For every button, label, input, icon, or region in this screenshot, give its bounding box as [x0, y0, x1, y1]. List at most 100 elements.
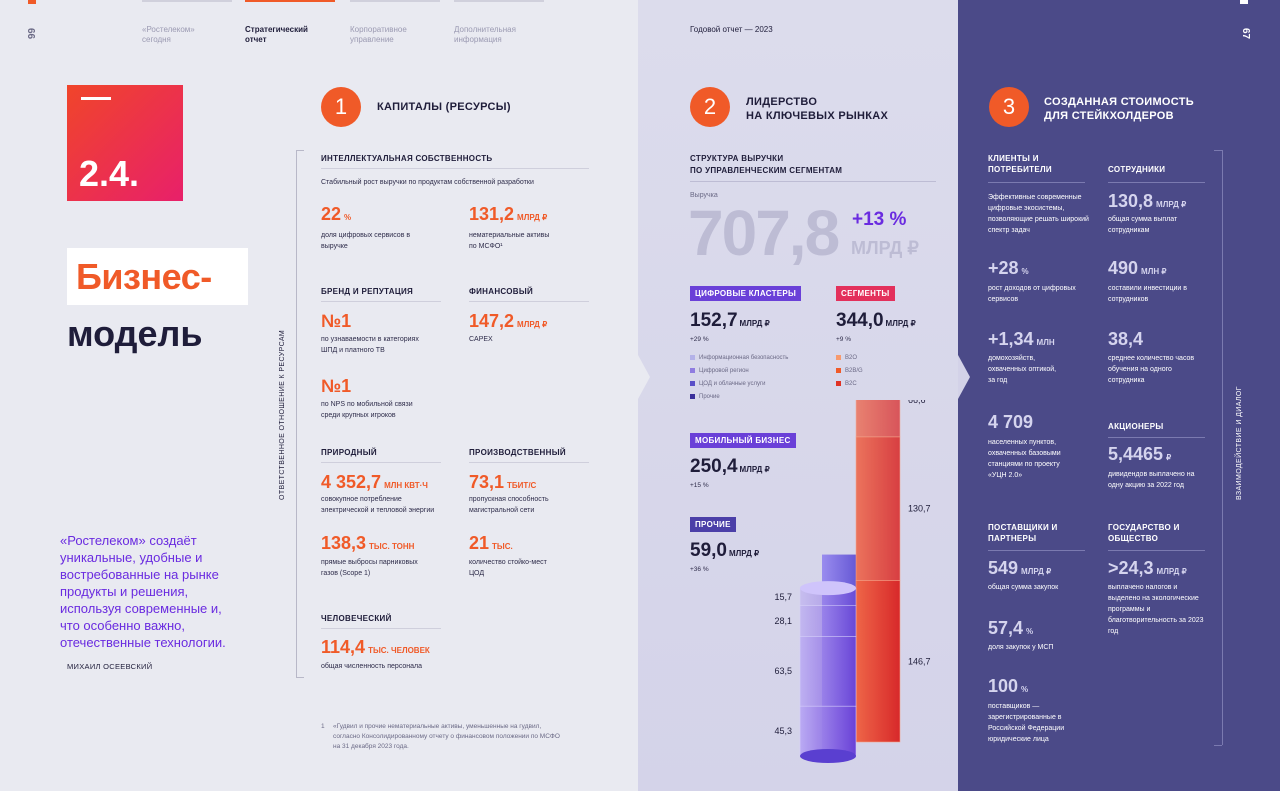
bracket-line	[1222, 150, 1223, 745]
metric-value: 22	[321, 204, 342, 224]
brand-title: БРЕНД И РЕПУТАЦИЯ	[321, 287, 414, 296]
side-label: ВЗАИМОДЕЙСТВИЕ И ДИАЛОГ	[1236, 386, 1243, 500]
metric-settlements: 4 709	[988, 412, 1034, 432]
page-number-right: 67	[1240, 27, 1252, 40]
digital-bar-label: 63,5	[774, 666, 792, 676]
segment-bar-label: 66,6	[908, 400, 926, 405]
metric-unit: ТБИТ/С	[507, 481, 537, 490]
metric-capex: 147,2 МЛРД ₽	[469, 311, 547, 332]
metric-value: 147,2	[469, 311, 515, 331]
divider	[988, 550, 1085, 551]
metric-intangible: 131,2 МЛРД ₽	[469, 204, 547, 225]
segments-value: 344,0	[836, 310, 884, 331]
other-unit: МЛРД ₽	[728, 549, 760, 558]
report-title: Годовой отчет — 2023	[690, 25, 773, 34]
metric-unit: МЛРД ₽	[517, 320, 548, 329]
revenue-growth: +13 %	[852, 209, 907, 230]
digital-bar-label: 15,7	[774, 592, 792, 602]
metric-desc: количество стойко-мест ЦОД	[469, 559, 547, 577]
legend-item: B2B/G	[836, 365, 863, 378]
digital-unit: МЛРД ₽	[739, 319, 770, 328]
segments-legend: B2O B2B/G B2C	[836, 352, 863, 391]
metric-unit: ТЫС. ЧЕЛОВЕК	[368, 646, 430, 655]
financial-title: ФИНАНСОВЫЙ	[469, 287, 534, 296]
legend-swatch	[690, 354, 695, 360]
divider	[690, 181, 936, 182]
divider	[469, 462, 589, 463]
metric-procurement: 549 МЛРД ₽	[988, 558, 1052, 578]
digital-bar-block	[799, 636, 857, 707]
metric-desc: населенных пунктов, охваченных базовыми …	[988, 439, 1061, 479]
legend-item: Информационная безопасность	[690, 352, 788, 365]
metric-value: 4 352,7	[321, 472, 382, 492]
nav-indicator	[454, 0, 544, 2]
state-title: ГОСУДАРСТВО И ОБЩЕСТВО	[1108, 523, 1180, 543]
digital-bar-block	[799, 705, 857, 757]
metric-value: №1	[321, 311, 352, 331]
segments-bar: 146,7 130,7 66,6	[855, 400, 931, 743]
metric-desc: выплачено налогов и выделено на экологич…	[1108, 584, 1204, 635]
metric-desc: по NPS по мобильной связи среди крупных …	[321, 401, 413, 419]
footnote-mark: 1	[321, 723, 325, 730]
ceo-quote: «Ростелеком» создаёт уникальные, удобные…	[60, 533, 226, 650]
divider	[1108, 437, 1205, 438]
section-number: 2.4.	[79, 153, 140, 194]
other-value-row: 59,0 МЛРД ₽	[690, 540, 759, 562]
bracket-bottom	[1214, 745, 1222, 746]
metric-digital-share: 22%	[321, 204, 351, 225]
metric-desc: рост доходов от цифровых сервисов	[988, 285, 1076, 303]
leadership-title-2: НА КЛЮЧЕВЫХ РЫНКАХ	[746, 110, 889, 122]
metric-unit: МЛРД ₽	[517, 213, 548, 222]
shareholders-title: АКЦИОНЕРЫ	[1108, 422, 1164, 431]
nav-item-strategic[interactable]: Стратегический отчет	[245, 25, 308, 44]
metric-desc: доля цифровых сервисов в выручке	[321, 232, 411, 250]
metric-desc: нематериальные активы по МСФО¹	[469, 232, 550, 250]
metric-households: +1,34 МЛН	[988, 329, 1055, 349]
nav-item-company[interactable]: «Ростелеком» сегодня	[142, 25, 195, 44]
production-title: ПРОИЗВОДСТВЕННЫЙ	[469, 448, 566, 457]
intellectual-title: ИНТЕЛЛЕКТУАЛЬНАЯ СОБСТВЕННОСТЬ	[321, 154, 493, 163]
metric-desc: поставщиков — зарегистрированные в Росси…	[988, 703, 1065, 743]
structure-title-2: ПО УПРАВЛЕНЧЕСКИМ СЕГМЕНТАМ	[690, 166, 843, 175]
metric-desc: составили инвестиции в сотрудников	[1108, 285, 1187, 303]
footnote: «Гудвил и прочие нематериальные активы, …	[333, 723, 560, 750]
metric-emissions: 138,3 ТЫС. ТОНН	[321, 533, 414, 554]
metric-headcount: 114,4 ТЫС. ЧЕЛОВЕК	[321, 637, 430, 658]
segments-growth: +9 %	[836, 336, 851, 343]
nav-indicator	[142, 0, 232, 2]
legend-item: Цифровой регион	[690, 365, 788, 378]
divider	[321, 628, 441, 629]
badge-dash	[81, 97, 111, 100]
legend-item: Прочие	[690, 391, 788, 404]
digital-value: 152,7	[690, 310, 738, 331]
mobile-value-row: 250,4 МЛРД ₽	[690, 456, 770, 478]
arrow-right-icon	[958, 355, 970, 399]
other-tag: ПРОЧИЕ	[690, 517, 736, 532]
section-badge: 2.4.	[67, 85, 183, 201]
digital-bar: 45,3 63,5 28,1 15,7	[774, 581, 857, 763]
divider	[321, 301, 441, 302]
segments-value-row: 344,0 МЛРД ₽	[836, 310, 916, 332]
title-highlight-box	[67, 248, 248, 305]
metric-racks: 21 ТЫС.	[469, 533, 513, 554]
digital-tag: ЦИФРОВЫЕ КЛАСТЕРЫ	[690, 286, 802, 301]
page-accent-bar	[1240, 0, 1248, 4]
nav-indicator	[350, 0, 440, 2]
bracket-top	[1214, 150, 1222, 151]
metric-sme: 57,4%	[988, 618, 1034, 638]
digital-value-row: 152,7 МЛРД ₽	[690, 310, 770, 332]
metric-desc: дивидендов выплачено на одну акцию за 20…	[1108, 471, 1195, 489]
digital-bar-label: 28,1	[774, 616, 792, 626]
metric-value: 21	[469, 533, 490, 553]
divider	[988, 182, 1085, 183]
metric-value: 138,3	[321, 533, 367, 553]
clients-desc: Эффективные современные цифровые экосист…	[988, 194, 1089, 234]
nav-item-additional[interactable]: Дополнительная информация	[454, 25, 516, 44]
metric-unit: МЛН КВТ·Ч	[384, 481, 428, 490]
segment-bar-block	[855, 436, 901, 581]
metric-value: 131,2	[469, 204, 515, 224]
metric-dividend: 5,4465 ₽	[1108, 444, 1172, 464]
metric-desc: прямые выбросы парниковых газов (Scope 1…	[321, 559, 418, 577]
nav-item-governance[interactable]: Корпоративное управление	[350, 25, 407, 44]
divider	[321, 168, 589, 169]
